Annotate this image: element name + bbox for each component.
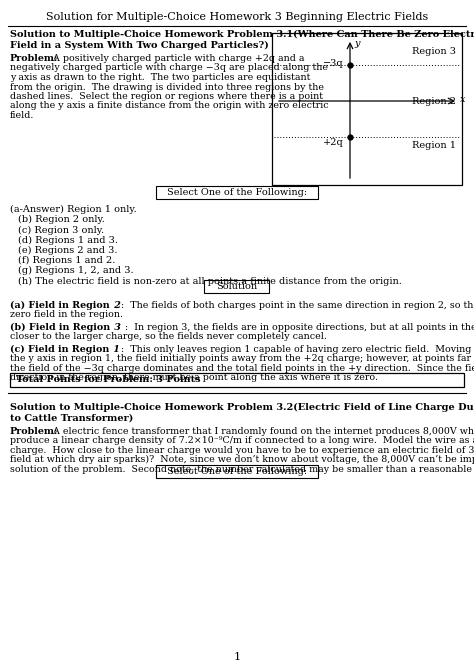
Bar	[156, 186, 318, 199]
Text: (h) The electric field is non-zero at all points a finite distance from the orig: (h) The electric field is non-zero at al…	[18, 277, 402, 285]
Text: closer to the larger charge, so the fields never completely cancel.: closer to the larger charge, so the fiel…	[10, 332, 327, 341]
Text: Field in a System With Two Charged Particles?): Field in a System With Two Charged Parti…	[10, 41, 269, 50]
Text: −3q: −3q	[323, 58, 344, 68]
Text: 1: 1	[233, 652, 241, 662]
Text: direction in the region, there must be a point along the axis where it is zero.: direction in the region, there must be a…	[10, 373, 378, 382]
Text: (e) Regions 2 and 3.: (e) Regions 2 and 3.	[18, 246, 118, 255]
Text: field at which dry air sparks)?  Note, since we don’t know about voltage, the 8,: field at which dry air sparks)? Note, si…	[10, 455, 474, 464]
Text: from the origin.  The drawing is divided into three regions by the: from the origin. The drawing is divided …	[10, 82, 324, 92]
Text: Solution to Multiple-Choice Homework Problem 3.2(Electric Field of Line Charge D: Solution to Multiple-Choice Homework Pro…	[10, 403, 474, 412]
Text: (a-Answer) Region 1 only.: (a-Answer) Region 1 only.	[10, 205, 137, 214]
Text: zero field in the region.: zero field in the region.	[10, 310, 123, 319]
Text: Region 1: Region 1	[412, 141, 456, 150]
Text: :  The fields of both charges point in the same direction in region 2, so there : : The fields of both charges point in th…	[121, 301, 474, 310]
Bar	[272, 33, 462, 185]
Text: Total Points for Problem: 3 Points: Total Points for Problem: 3 Points	[16, 375, 201, 384]
Bar	[10, 373, 464, 387]
Text: to Cattle Transformer): to Cattle Transformer)	[10, 413, 133, 423]
Text: the y axis in region 1, the field initially points away from the +2q charge; how: the y axis in region 1, the field initia…	[10, 354, 474, 363]
Text: Problem:: Problem:	[10, 54, 58, 63]
Text: Solution to Multiple-Choice Homework Problem 3.1(Where Can There Be Zero Electri: Solution to Multiple-Choice Homework Pro…	[10, 30, 474, 39]
Text: 2: 2	[110, 301, 120, 310]
Text: solution of the problem.  Second note, the number calculated may be smaller than: solution of the problem. Second note, th…	[10, 464, 474, 474]
Bar	[156, 465, 318, 478]
Text: 3: 3	[111, 322, 121, 332]
Text: Region 2: Region 2	[412, 97, 456, 106]
Text: (b) Field in Region: (b) Field in Region	[10, 322, 110, 332]
Text: Region 3: Region 3	[412, 47, 456, 56]
Text: Problem:: Problem:	[10, 427, 58, 436]
Text: Select One of the Following:: Select One of the Following:	[167, 188, 307, 197]
Text: x: x	[460, 94, 465, 103]
Text: (d) Regions 1 and 3.: (d) Regions 1 and 3.	[18, 236, 118, 245]
Text: y: y	[354, 39, 359, 48]
Text: dashed lines.  Select the region or regions where there is a point: dashed lines. Select the region or regio…	[10, 92, 323, 101]
Text: (c) Region 3 only.: (c) Region 3 only.	[18, 225, 104, 234]
Text: +2q: +2q	[323, 138, 344, 147]
Text: :  In region 3, the fields are in opposite directions, but at all points in the : : In region 3, the fields are in opposit…	[122, 322, 474, 332]
Text: charge.  How close to the linear charge would you have to be to experience an el: charge. How close to the linear charge w…	[10, 446, 474, 455]
Text: (c) Field in Region: (c) Field in Region	[10, 344, 109, 354]
Text: Select One of the Following:: Select One of the Following:	[167, 467, 307, 476]
Bar	[204, 279, 270, 293]
Text: 1: 1	[110, 344, 120, 354]
Text: negatively charged particle with charge −3q are placed along the: negatively charged particle with charge …	[10, 64, 328, 72]
Text: the field of the −3q charge dominates and the total field points in the +y direc: the field of the −3q charge dominates an…	[10, 364, 474, 373]
Text: :  This only leaves region 1 capable of having zero electric field.  Moving down: : This only leaves region 1 capable of h…	[121, 344, 474, 354]
Text: (f) Regions 1 and 2.: (f) Regions 1 and 2.	[18, 256, 115, 265]
Text: A positively charged particle with charge +2q and a: A positively charged particle with charg…	[47, 54, 304, 63]
Text: field.: field.	[10, 111, 35, 120]
Text: (a) Field in Region: (a) Field in Region	[10, 301, 109, 310]
Text: along the y axis a finite distance from the origin with zero electric: along the y axis a finite distance from …	[10, 101, 328, 111]
Text: (g) Regions 1, 2, and 3.: (g) Regions 1, 2, and 3.	[18, 266, 134, 275]
Text: Solution: Solution	[217, 281, 257, 291]
Text: Solution for Multiple-Choice Homework 3 Beginning Electric Fields: Solution for Multiple-Choice Homework 3 …	[46, 12, 428, 22]
Text: y axis as drawn to the right.  The two particles are equidistant: y axis as drawn to the right. The two pa…	[10, 73, 310, 82]
Text: (b) Region 2 only.: (b) Region 2 only.	[18, 215, 105, 224]
Text: produce a linear charge density of 7.2×10⁻⁹C/m if connected to a long wire.  Mod: produce a linear charge density of 7.2×1…	[10, 436, 474, 445]
Text: A electric fence transformer that I randomly found on the internet produces 8,00: A electric fence transformer that I rand…	[47, 427, 474, 436]
